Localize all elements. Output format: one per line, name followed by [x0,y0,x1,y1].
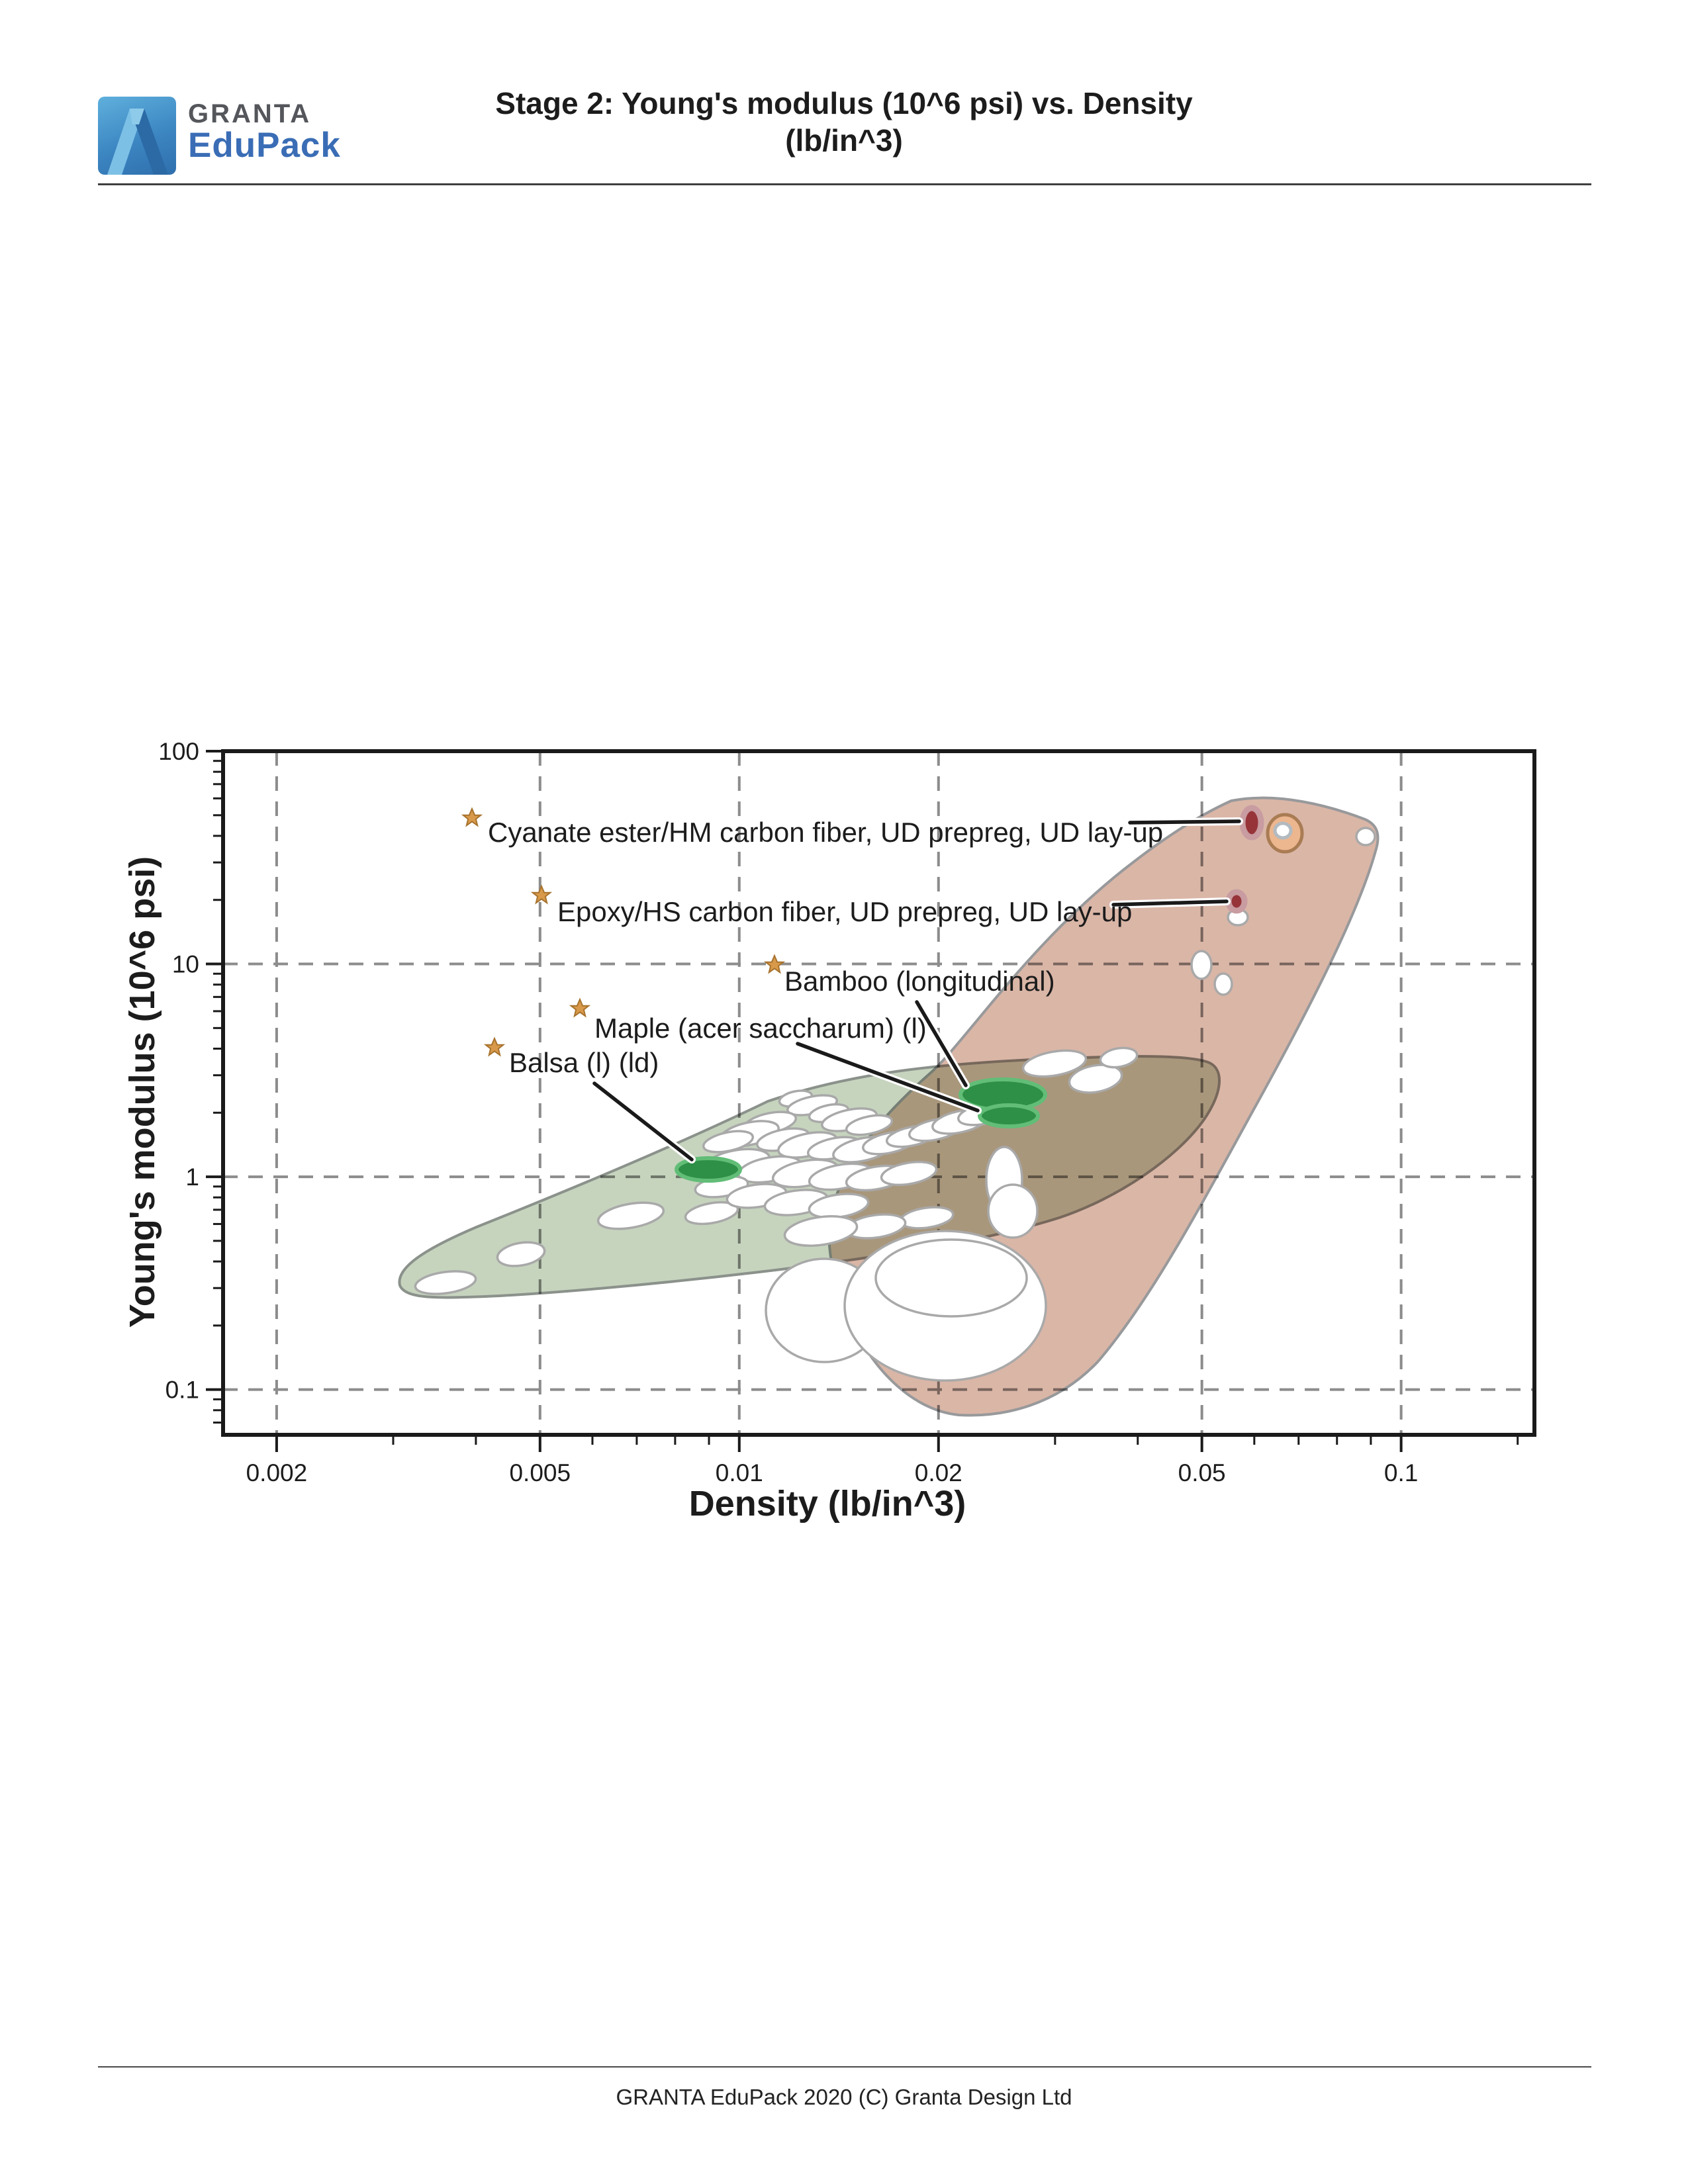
material-bubble [1099,1046,1139,1069]
chart-title-line2: (lb/in^3) [785,123,903,158]
record-label-bamboo[interactable]: Bamboo (longitudinal) [784,966,1055,997]
page-header: GRANTA EduPack Stage 2: Young's modulus … [0,0,1688,185]
material-bubble [1068,1064,1123,1094]
brand-text: GRANTA EduPack [188,101,341,164]
leader-line-bamboo [915,1000,968,1087]
leader-line-maple [796,1042,980,1113]
material-bubble [987,1183,1039,1239]
x-tick-label-0.02: 0.02 [915,1459,962,1486]
record-label-balsa[interactable]: Balsa (l) (ld) [509,1047,659,1078]
y-tick-label-0.1: 0.1 [165,1377,199,1404]
record-ellipse-maple[interactable] [978,1103,1040,1128]
record-star-bamboo [763,954,786,974]
record-star-maple [569,997,591,1018]
material-bubble [1190,950,1213,980]
record-ellipse-cyanate[interactable] [1239,805,1264,841]
y-tick-label-10: 10 [172,951,199,978]
x-tick-label-0.1: 0.1 [1384,1459,1418,1486]
material-bubble [684,1201,739,1226]
record-label-cyanate[interactable]: Cyanate ester/HM carbon fiber, UD prepre… [488,817,1163,848]
material-bubble [1213,972,1233,996]
x-tick-label-0.005: 0.005 [509,1459,571,1486]
x-axis-title: Density (lb/in^3) [689,1484,966,1524]
axis-ticks [206,750,1519,1452]
material-bubble [414,1270,477,1295]
leader-line-epoxy [1111,899,1229,907]
material-bubble [874,1238,1028,1318]
record-ellipse-balsa[interactable] [675,1156,742,1183]
ring-marker-inner [1273,821,1293,840]
chart-title-line1: Stage 2: Young's modulus (10^6 psi) vs. … [495,86,1193,120]
y-axis-title: Young's modulus (10^6 psi) [122,856,162,1328]
material-bubble [1021,1049,1088,1078]
material-bubble [1355,827,1376,846]
record-ellipse-epoxy[interactable] [1225,889,1248,914]
plot-frame [221,749,1536,1437]
record-label-epoxy[interactable]: Epoxy/HS carbon fiber, UD prepreg, UD la… [557,896,1132,927]
granta-logo-icon [98,97,176,175]
leader-line-cyanate [1128,819,1241,825]
x-tick-label-0.01: 0.01 [716,1459,763,1486]
material-bubble [496,1241,546,1267]
y-tick-label-100: 100 [158,738,199,765]
record-star-epoxy [530,884,553,905]
brand-edupack: EduPack [188,126,341,165]
material-bubble [596,1201,665,1230]
header-divider [98,183,1591,185]
x-tick-label-0.05: 0.05 [1178,1459,1226,1486]
record-star-cyanate [461,807,483,827]
granta-a-glyph [107,109,168,175]
material-bubble [783,1215,859,1247]
record-star-balsa [483,1036,506,1057]
material-bubble [845,1114,894,1136]
x-tick-label-0.002: 0.002 [246,1459,308,1486]
footer-divider [98,2066,1591,2068]
brand-granta: GRANTA [188,99,312,128]
footer-copyright: GRANTA EduPack 2020 (C) Granta Design Lt… [616,2085,1072,2109]
record-label-maple[interactable]: Maple (acer saccharum) (l) [594,1013,927,1044]
y-tick-label-1: 1 [185,1163,199,1191]
chart-title-block: Stage 2: Young's modulus (10^6 psi) vs. … [0,85,1688,159]
leader-line-balsa [592,1081,694,1161]
material-bubble [880,1160,938,1187]
granta-edupack-logo: GRANTA EduPack [98,93,376,179]
